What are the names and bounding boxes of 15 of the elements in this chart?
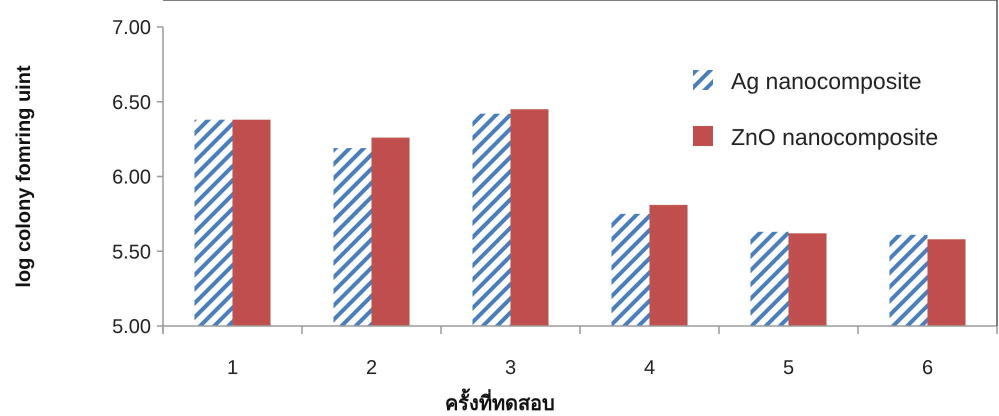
y-tick-label: 6.00: [112, 166, 151, 188]
legend-label: Ag nanocomposite: [731, 68, 922, 94]
y-tick-label: 6.50: [112, 92, 151, 114]
y-tick-label: 5.00: [112, 316, 151, 338]
x-tick-label: 5: [782, 357, 794, 379]
x-axis-title: ครั้งที่ทดสอบ: [445, 388, 555, 415]
x-tick-label: 2: [366, 357, 378, 379]
x-tick-label: 3: [504, 357, 516, 379]
y-tick-label: 5.50: [112, 241, 151, 264]
x-tick-label: 1: [226, 357, 238, 379]
x-tick-label: 6: [922, 357, 934, 379]
y-tick-label: 7.00: [112, 17, 151, 39]
x-tick-label: 4: [644, 357, 656, 379]
legend-label: ZnO nanocomposite: [731, 124, 938, 150]
y-axis-title: log colony fomring uint: [13, 65, 35, 288]
